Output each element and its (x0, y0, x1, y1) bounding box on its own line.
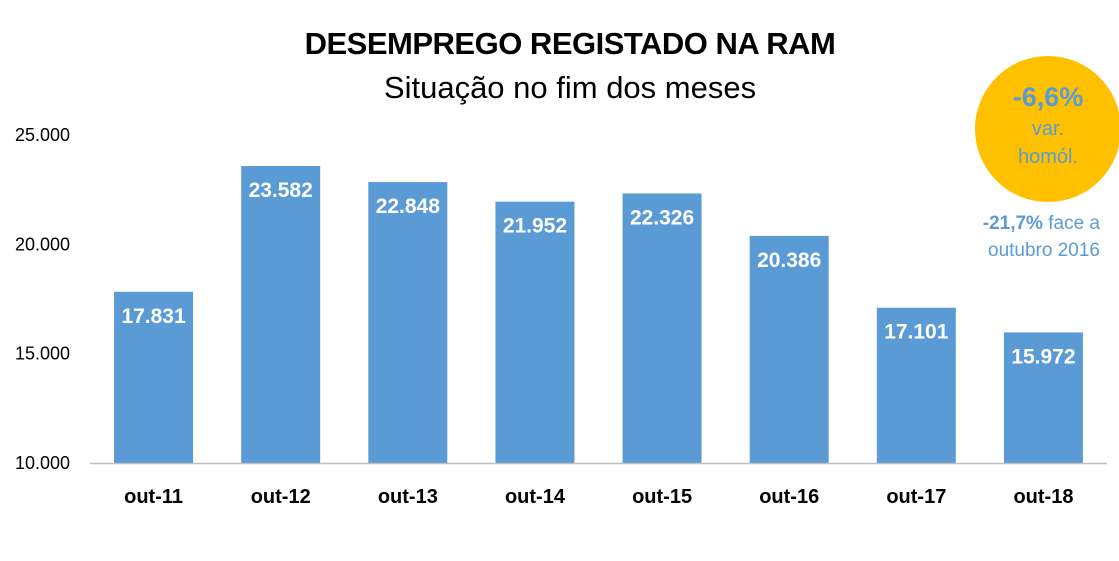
annual-variation-badge: -6,6% var. homól. (975, 56, 1119, 202)
chart-title: DESEMPREGO REGISTADO NA RAM (304, 26, 836, 61)
bar (368, 182, 448, 463)
bar (114, 291, 194, 463)
comparison-note: -21,7% face a outubro 2016 (950, 210, 1100, 264)
data-label: 17.101 (884, 321, 949, 344)
bar (876, 307, 956, 463)
data-label: 21.952 (503, 215, 567, 238)
y-tick-label: 20.000 (15, 234, 70, 254)
bar (495, 201, 575, 463)
badge-label-line1: var. (1031, 118, 1065, 140)
data-label: 15.972 (1011, 345, 1075, 368)
x-tick-label: out-14 (505, 486, 566, 508)
x-tick-label: out-15 (632, 486, 692, 508)
data-label: 22.326 (630, 206, 694, 229)
bar (622, 193, 702, 463)
bar (749, 235, 829, 463)
x-tick-label: out-16 (759, 486, 819, 508)
chart-subtitle: Situação no fim dos meses (383, 70, 757, 105)
badge-value: -6,6% (1012, 82, 1084, 112)
x-tick-label: out-17 (886, 486, 946, 508)
data-label: 22.848 (376, 195, 441, 218)
y-tick-label: 15.000 (15, 344, 70, 364)
badge-label-line2: homól. (1017, 146, 1079, 168)
data-label: 23.582 (249, 179, 313, 202)
y-tick-label: 10.000 (15, 453, 70, 473)
data-label: 17.831 (121, 305, 186, 328)
x-tick-label: out-13 (378, 486, 438, 508)
y-tick-label: 25.000 (15, 125, 70, 145)
bar (1003, 332, 1083, 463)
note-text-line2: outubro 2016 (988, 240, 1100, 261)
note-value: -21,7% (982, 213, 1043, 234)
bar (241, 166, 321, 463)
data-label: 20.386 (757, 249, 821, 272)
x-tick-label: out-12 (251, 486, 311, 508)
x-tick-label: out-18 (1013, 486, 1073, 508)
x-tick-label: out-11 (124, 486, 183, 508)
note-text-line1: face a (1042, 213, 1100, 234)
